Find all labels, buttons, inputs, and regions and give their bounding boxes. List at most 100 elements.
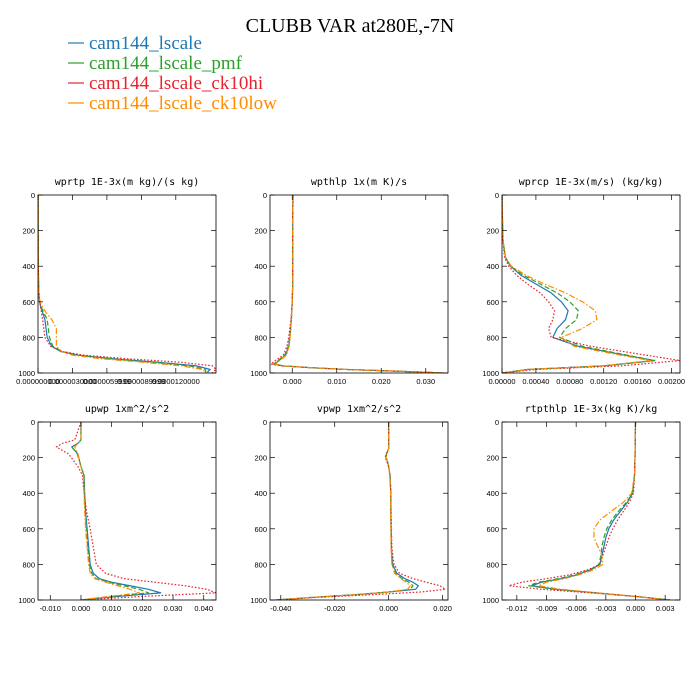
panel-title: wprcp 1E-3x(m/s) (kg/kg) <box>519 177 664 188</box>
y-tick-label: 0 <box>495 191 499 200</box>
y-tick-label: 0 <box>31 418 35 427</box>
y-tick-label: 1000 <box>250 596 267 605</box>
y-tick-label: 200 <box>486 227 499 236</box>
x-tick-label: 0.000 <box>72 604 91 613</box>
x-tick-label: 0.000 <box>283 377 302 386</box>
y-tick-label: 400 <box>22 262 35 271</box>
x-tick-label: -0.040 <box>270 604 291 613</box>
plot-frame <box>501 194 681 374</box>
series-line-4 <box>274 195 444 373</box>
x-tick-label: 0.00120 <box>590 377 617 386</box>
series-line-3 <box>508 422 671 600</box>
panel-5: vpwp 1xm^2/s^2 -0.040 -0.020 0.000 0.020 0 200… <box>250 404 452 613</box>
x-tick-label: -0.009 <box>536 604 557 613</box>
x-tick-label: -0.010 <box>40 604 61 613</box>
x-tick-label: 0.010 <box>327 377 346 386</box>
series-line-3 <box>55 422 216 600</box>
x-tick-label: 0.000000000 <box>16 377 60 386</box>
x-tick-label: -0.020 <box>324 604 345 613</box>
series-line-3 <box>502 195 680 373</box>
panel-4: upwp 1xm^2/s^2 -0.010 0.000 0.010 0.020 0.030… <box>18 404 217 613</box>
panel-3: wprcp 1E-3x(m/s) (kg/kg) 0.00000 0.00040 0.… <box>482 177 685 386</box>
x-tick-label: 0.040 <box>194 604 213 613</box>
y-tick-label: 400 <box>486 262 499 271</box>
plot-frame <box>501 421 681 601</box>
series-line-1 <box>531 422 671 600</box>
x-tick-label: 0.00080 <box>556 377 583 386</box>
series-line-2 <box>38 195 207 373</box>
panel-title: wpthlp 1x(m K)/s <box>311 177 407 188</box>
y-tick-label: 800 <box>254 560 267 569</box>
series-line-3 <box>270 195 444 373</box>
x-tick-label: -0.012 <box>506 604 527 613</box>
legend-entry-2: cam144_lscale_pmf <box>89 53 243 74</box>
y-tick-label: 400 <box>254 489 267 498</box>
panel-title: rtpthlp 1E-3x(kg K)/kg <box>525 404 657 415</box>
y-tick-label: 800 <box>22 560 35 569</box>
y-tick-label: 1000 <box>482 596 499 605</box>
plot-frame <box>37 194 217 374</box>
legend-entry-3: cam144_lscale_ck10hi <box>89 73 263 94</box>
series-line-4 <box>275 422 411 600</box>
y-tick-label: 600 <box>254 525 267 534</box>
y-tick-label: 800 <box>22 333 35 342</box>
series-line-1 <box>38 195 211 373</box>
figure-title: CLUBB VAR at280E,-7N <box>246 15 455 37</box>
y-tick-label: 400 <box>486 489 499 498</box>
panel-title: wprtp 1E-3x(m kg)/(s kg) <box>55 177 200 188</box>
series-line-2 <box>272 195 444 373</box>
y-tick-label: 0 <box>263 418 267 427</box>
panel-2: wpthlp 1x(m K)/s 0.000 0.010 0.020 0.030 0 200… <box>250 177 449 386</box>
x-tick-label: 0.00200 <box>658 377 685 386</box>
series-line-4 <box>74 422 140 600</box>
series-line-2 <box>275 422 414 600</box>
legend: cam144_lscalecam144_lscale_pmfcam144_lsc… <box>68 33 277 114</box>
plot-frame <box>269 421 449 601</box>
x-tick-label: 0.010 <box>102 604 121 613</box>
y-tick-label: 1000 <box>482 369 499 378</box>
y-tick-label: 800 <box>486 560 499 569</box>
y-tick-label: 600 <box>254 298 267 307</box>
x-tick-label: 0.000 <box>626 604 645 613</box>
series-line-1 <box>273 195 444 373</box>
x-tick-label: 0.00000 <box>488 377 515 386</box>
x-tick-label: 0.00040 <box>522 377 549 386</box>
series-line-1 <box>502 195 656 373</box>
x-tick-label: 0.003 <box>656 604 675 613</box>
y-tick-label: 0 <box>31 191 35 200</box>
series-line-3 <box>275 422 446 600</box>
x-tick-label: 0.00160 <box>624 377 651 386</box>
y-tick-label: 600 <box>22 525 35 534</box>
series-line-3 <box>38 195 216 373</box>
y-tick-label: 600 <box>22 298 35 307</box>
y-tick-label: 600 <box>486 525 499 534</box>
plot-frame <box>37 421 217 601</box>
series-line-4 <box>537 422 671 600</box>
y-tick-label: 400 <box>254 262 267 271</box>
x-tick-label: -0.006 <box>566 604 587 613</box>
x-tick-label: 0.000 <box>379 604 398 613</box>
y-tick-label: 0 <box>495 418 499 427</box>
x-tick-label: 0.030 <box>416 377 435 386</box>
y-tick-label: 1000 <box>18 369 35 378</box>
x-tick-label: 0.020 <box>433 604 452 613</box>
y-tick-label: 200 <box>486 454 499 463</box>
y-tick-label: 600 <box>486 298 499 307</box>
panel-1: wprtp 1E-3x(m kg)/(s kg)0.0000000000.000… <box>16 177 217 386</box>
plot-frame <box>269 194 449 374</box>
y-tick-label: 200 <box>254 227 267 236</box>
y-tick-label: 0 <box>263 191 267 200</box>
x-tick-label: 0.0000030000 <box>48 377 96 386</box>
y-tick-label: 800 <box>254 333 267 342</box>
x-tick-label: 0.020 <box>372 377 391 386</box>
x-tick-label: -0.003 <box>595 604 616 613</box>
x-tick-label: 0.020 <box>133 604 152 613</box>
series-line-1 <box>275 422 419 600</box>
x-tick-label: 0.0000089999 <box>117 377 165 386</box>
y-tick-label: 200 <box>254 454 267 463</box>
series-line-2 <box>528 422 671 600</box>
panel-title: vpwp 1xm^2/s^2 <box>317 404 401 415</box>
panel-title: upwp 1xm^2/s^2 <box>85 404 169 415</box>
series-line-4 <box>502 195 651 373</box>
